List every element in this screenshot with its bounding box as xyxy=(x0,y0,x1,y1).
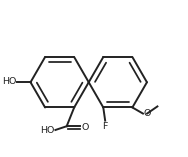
Text: O: O xyxy=(81,123,89,132)
Text: HO: HO xyxy=(40,126,55,135)
Text: O: O xyxy=(144,109,151,118)
Text: HO: HO xyxy=(2,77,16,86)
Text: F: F xyxy=(102,122,108,131)
